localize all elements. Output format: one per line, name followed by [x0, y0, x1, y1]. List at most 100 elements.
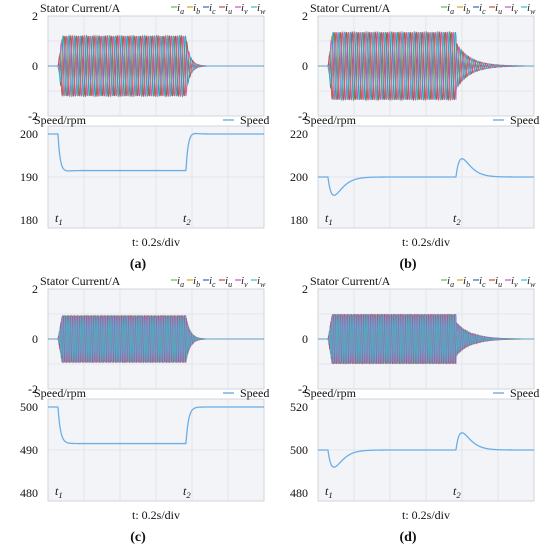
speed-ytick-label: 200: [290, 170, 308, 184]
timebase-label: t: 0.2s/div: [132, 508, 180, 522]
legend-label-iv-main: i: [511, 2, 514, 14]
legend-label-iw-sub: w: [530, 7, 536, 16]
speed-series-line: [48, 406, 264, 445]
current-waveforms: [318, 30, 535, 102]
current-ytick-label: -2: [28, 382, 38, 396]
current-ytick-label: 2: [302, 282, 308, 296]
marker-t2: t2: [183, 484, 191, 500]
legend-label-iv: iv: [511, 275, 518, 289]
speed-ytick-label: 180: [290, 213, 308, 227]
current-title: Stator Current/A: [310, 274, 391, 288]
legend-label-ic: ic: [209, 275, 216, 289]
legend-label-ic-main: i: [209, 275, 212, 287]
legend-label-iu: iu: [225, 2, 232, 16]
panel-caption: (b): [399, 257, 416, 272]
legend-label-ib: ib: [193, 275, 200, 289]
legend-label-iv: iv: [241, 2, 248, 16]
legend-label-ia-sub: a: [180, 280, 184, 289]
legend-label-ib-sub: b: [466, 7, 470, 16]
legend-label-ic-main: i: [209, 2, 212, 14]
marker-t2-main: t: [453, 211, 457, 225]
legend-label-iu-main: i: [225, 2, 228, 14]
marker-t1-main: t: [325, 484, 329, 498]
current-ytick-label: 2: [302, 9, 308, 23]
speed-series-line: [318, 432, 534, 468]
legend-label-iu-sub: u: [498, 280, 502, 289]
legend-label-ib-sub: b: [466, 280, 470, 289]
marker-t1-sub: 1: [328, 217, 332, 227]
current-title: Stator Current/A: [40, 274, 121, 288]
legend-label-iv-main: i: [241, 2, 244, 14]
legend-label-ic: ic: [479, 2, 486, 16]
speed-ytick-label: 490: [20, 443, 38, 457]
speed-ytick-label: 180: [20, 213, 38, 227]
speed-legend-label: Speed: [510, 113, 539, 127]
legend-label-iv-sub: v: [244, 7, 248, 16]
legend-label-iv: iv: [241, 275, 248, 289]
legend-label-iw-main: i: [257, 275, 260, 287]
speed-title: Speed/rpm: [34, 386, 87, 400]
panel-caption: (a): [130, 257, 147, 272]
speed-ytick-label: 500: [290, 443, 308, 457]
marker-t1: t1: [55, 484, 63, 500]
legend-label-ia-sub: a: [450, 7, 454, 16]
speed-ytick-label: 200: [20, 127, 38, 141]
timebase-label: t: 0.2s/div: [402, 235, 450, 249]
marker-t2-main: t: [183, 484, 187, 498]
current-ytick-label: -2: [298, 109, 308, 123]
current-series-iw: [318, 313, 535, 365]
legend-label-ic: ic: [479, 275, 486, 289]
legend-label-iu-main: i: [225, 275, 228, 287]
legend-label-ia: ia: [177, 2, 184, 16]
marker-t1-main: t: [55, 484, 59, 498]
legend-label-ic-sub: c: [212, 7, 216, 16]
legend-label-ib-main: i: [193, 2, 196, 14]
current-waveforms: [48, 34, 264, 98]
legend-label-iv-sub: v: [244, 280, 248, 289]
marker-t1-sub: 1: [58, 490, 62, 500]
legend-label-iu-main: i: [495, 2, 498, 14]
legend-label-ib-main: i: [463, 2, 466, 14]
legend-label-ia-main: i: [177, 275, 180, 287]
legend-label-iu-sub: u: [228, 280, 232, 289]
current-series-iw: [48, 34, 264, 98]
legend-label-ic-sub: c: [482, 280, 486, 289]
legend-label-ia: ia: [447, 275, 454, 289]
legend-label-iw: iw: [527, 275, 536, 289]
current-ytick-label: 0: [302, 332, 308, 346]
legend-label-ib: ib: [193, 2, 200, 16]
legend-label-ia-main: i: [447, 2, 450, 14]
marker-t2-sub: 2: [456, 490, 461, 500]
speed-legend-label: Speed: [240, 386, 269, 400]
legend-label-ib-sub: b: [196, 280, 200, 289]
legend-label-iw-sub: w: [260, 7, 266, 16]
panel-caption: (d): [399, 530, 416, 545]
legend-label-iu: iu: [225, 275, 232, 289]
legend-label-iv-sub: v: [514, 7, 518, 16]
speed-ytick-label: 500: [20, 400, 38, 414]
legend-label-iw: iw: [257, 275, 266, 289]
legend-label-ia: ia: [177, 275, 184, 289]
legend-label-ib-sub: b: [196, 7, 200, 16]
marker-t1: t1: [325, 484, 333, 500]
legend-label-iu: iu: [495, 2, 502, 16]
legend-label-iw: iw: [527, 2, 536, 16]
current-waveforms: [318, 313, 535, 365]
current-title: Stator Current/A: [310, 1, 391, 15]
legend-label-ic-sub: c: [482, 7, 486, 16]
legend-label-ic-sub: c: [212, 280, 216, 289]
speed-ytick-label: 220: [290, 127, 308, 141]
legend-label-ib: ib: [463, 275, 470, 289]
current-title: Stator Current/A: [40, 1, 121, 15]
legend-label-iu-main: i: [495, 275, 498, 287]
marker-t1: t1: [325, 211, 333, 227]
speed-legend-label: Speed: [240, 113, 269, 127]
legend-label-ic: ic: [209, 2, 216, 16]
speed-ytick-label: 190: [20, 170, 38, 184]
current-ytick-label: 0: [302, 59, 308, 73]
